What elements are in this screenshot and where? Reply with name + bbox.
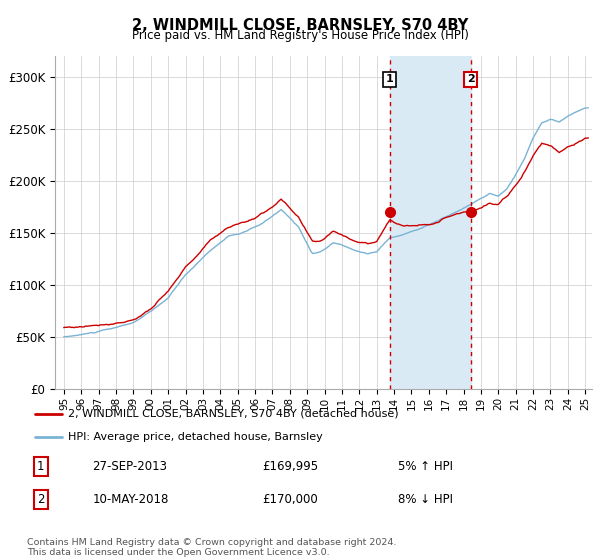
Text: 8% ↓ HPI: 8% ↓ HPI [398, 493, 453, 506]
Text: HPI: Average price, detached house, Barnsley: HPI: Average price, detached house, Barn… [68, 432, 323, 442]
Text: 2: 2 [467, 74, 475, 85]
Text: 1: 1 [386, 74, 394, 85]
Text: £169,995: £169,995 [262, 460, 318, 473]
Text: 1: 1 [37, 460, 44, 473]
Text: 2, WINDMILL CLOSE, BARNSLEY, S70 4BY: 2, WINDMILL CLOSE, BARNSLEY, S70 4BY [132, 18, 468, 33]
Text: Contains HM Land Registry data © Crown copyright and database right 2024.
This d: Contains HM Land Registry data © Crown c… [27, 538, 397, 557]
Text: Price paid vs. HM Land Registry's House Price Index (HPI): Price paid vs. HM Land Registry's House … [131, 29, 469, 42]
Text: 2, WINDMILL CLOSE, BARNSLEY, S70 4BY (detached house): 2, WINDMILL CLOSE, BARNSLEY, S70 4BY (de… [68, 409, 398, 419]
Text: 27-SEP-2013: 27-SEP-2013 [92, 460, 167, 473]
Text: 10-MAY-2018: 10-MAY-2018 [92, 493, 169, 506]
Text: 5% ↑ HPI: 5% ↑ HPI [398, 460, 453, 473]
Bar [390, 56, 471, 389]
Text: £170,000: £170,000 [262, 493, 317, 506]
Text: 2: 2 [37, 493, 44, 506]
